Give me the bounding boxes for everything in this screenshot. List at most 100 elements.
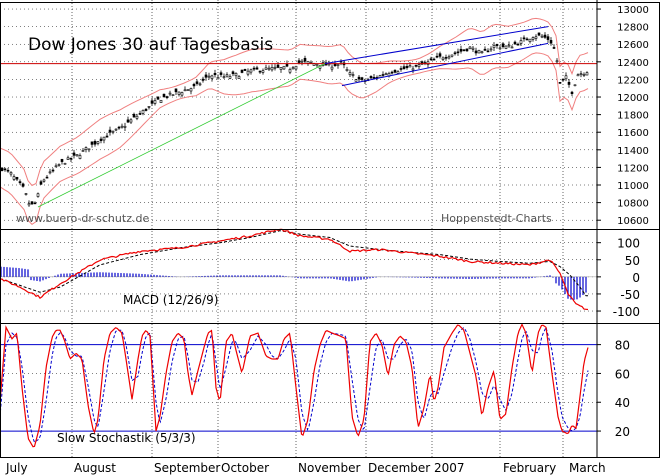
candle-body bbox=[408, 65, 412, 68]
candle-body bbox=[543, 34, 547, 38]
candle-body bbox=[45, 176, 49, 179]
candle-body bbox=[87, 148, 91, 151]
candle-body bbox=[231, 71, 235, 75]
macd-title: MACD (12/26/9) bbox=[123, 293, 218, 307]
candle-body bbox=[201, 78, 205, 81]
candle-body bbox=[186, 89, 190, 91]
stoch-tick-label: 60 bbox=[615, 367, 630, 381]
price-tick-label: 11400 bbox=[617, 146, 649, 157]
candle-body bbox=[573, 84, 577, 87]
channel-upper bbox=[324, 26, 549, 65]
candle-body bbox=[48, 171, 52, 174]
candle-body bbox=[3, 168, 7, 171]
candle-body bbox=[474, 50, 478, 54]
macd-panel-plot bbox=[0, 228, 597, 311]
watermark-right: Hoppenstedt-Charts bbox=[441, 212, 552, 225]
candle-body bbox=[369, 76, 373, 79]
month-label: October bbox=[221, 461, 269, 475]
candle-body bbox=[15, 176, 19, 180]
stoch-tick-label: 40 bbox=[615, 396, 630, 410]
candle-body bbox=[465, 48, 469, 52]
candle-body bbox=[501, 43, 505, 48]
month-label: July bbox=[5, 461, 28, 475]
candle-body bbox=[438, 53, 442, 57]
price-tick-label: 10600 bbox=[617, 216, 649, 227]
candle-body bbox=[237, 76, 241, 79]
candle-body bbox=[303, 57, 307, 62]
macd-tick-label: -100 bbox=[613, 305, 640, 319]
candle-body bbox=[381, 74, 385, 76]
candle-body bbox=[444, 57, 448, 59]
candle-body bbox=[144, 108, 148, 111]
candle-body bbox=[300, 60, 304, 63]
candle-body bbox=[192, 83, 196, 87]
stoch-tick-label: 80 bbox=[615, 339, 630, 353]
candle-body bbox=[249, 69, 253, 73]
candle-body bbox=[63, 163, 67, 165]
candle-body bbox=[216, 77, 220, 80]
candle-body bbox=[96, 141, 100, 144]
candle-body bbox=[177, 91, 181, 95]
candle-body bbox=[561, 78, 565, 81]
candle-body bbox=[567, 81, 571, 85]
candle-body bbox=[18, 181, 22, 184]
candle-body bbox=[579, 73, 583, 76]
candle-body bbox=[120, 125, 124, 128]
trend-overlays bbox=[0, 26, 597, 208]
candle-body bbox=[582, 74, 586, 76]
price-tick-label: 11000 bbox=[617, 181, 649, 192]
price-tick-label: 12000 bbox=[617, 93, 649, 104]
candle-body bbox=[75, 154, 79, 157]
month-label: February bbox=[503, 461, 556, 475]
candle-body bbox=[360, 77, 364, 80]
candle-body bbox=[459, 48, 463, 52]
macd-tick-label: 50 bbox=[625, 254, 640, 268]
candle-body bbox=[489, 48, 493, 51]
macd-tick-label: 0 bbox=[632, 271, 640, 285]
candle-body bbox=[564, 75, 568, 80]
candle-body bbox=[84, 147, 88, 150]
price-tick-label: 12600 bbox=[617, 40, 649, 51]
candle-body bbox=[39, 181, 43, 185]
candle-body bbox=[510, 46, 514, 49]
candle-body bbox=[372, 77, 376, 79]
candle-body bbox=[27, 203, 31, 206]
candle-body bbox=[225, 74, 229, 77]
month-label: December bbox=[368, 461, 430, 475]
candle-body bbox=[234, 73, 238, 77]
candle-body bbox=[384, 73, 388, 76]
candle-body bbox=[0, 167, 4, 171]
candle-body bbox=[174, 88, 178, 93]
price-tick-label: 12800 bbox=[617, 23, 649, 34]
panel-frames bbox=[0, 0, 660, 458]
candle-body bbox=[540, 35, 544, 38]
candle-body bbox=[390, 71, 394, 74]
candle-body bbox=[123, 125, 127, 128]
candle-body bbox=[552, 47, 556, 49]
candle-body bbox=[108, 129, 112, 133]
candle-body bbox=[21, 183, 25, 187]
candle-body bbox=[255, 67, 259, 70]
price-chart-title: Dow Jones 30 auf Tagesbasis bbox=[28, 35, 273, 55]
macd-tick-label: -50 bbox=[620, 288, 640, 302]
candle-body bbox=[432, 58, 436, 61]
candle-body bbox=[264, 67, 268, 70]
macd-line bbox=[0, 228, 589, 311]
candle-body bbox=[81, 150, 85, 152]
candle-body bbox=[90, 141, 94, 145]
candle-body bbox=[240, 69, 244, 73]
month-label: 2007 bbox=[434, 461, 465, 475]
candle-body bbox=[441, 57, 445, 60]
stochastic-title: Slow Stochastik (5/3/3) bbox=[57, 431, 196, 445]
candle-body bbox=[114, 128, 118, 131]
candle-body bbox=[210, 75, 214, 79]
candle-body bbox=[213, 72, 217, 76]
candle-body bbox=[585, 72, 589, 76]
candle-body bbox=[486, 50, 490, 53]
upper-band bbox=[0, 17, 589, 187]
candle-body bbox=[195, 81, 199, 84]
candle-body bbox=[435, 55, 439, 58]
candle-body bbox=[570, 91, 574, 94]
candle-body bbox=[276, 64, 280, 68]
candle-body bbox=[30, 201, 34, 205]
